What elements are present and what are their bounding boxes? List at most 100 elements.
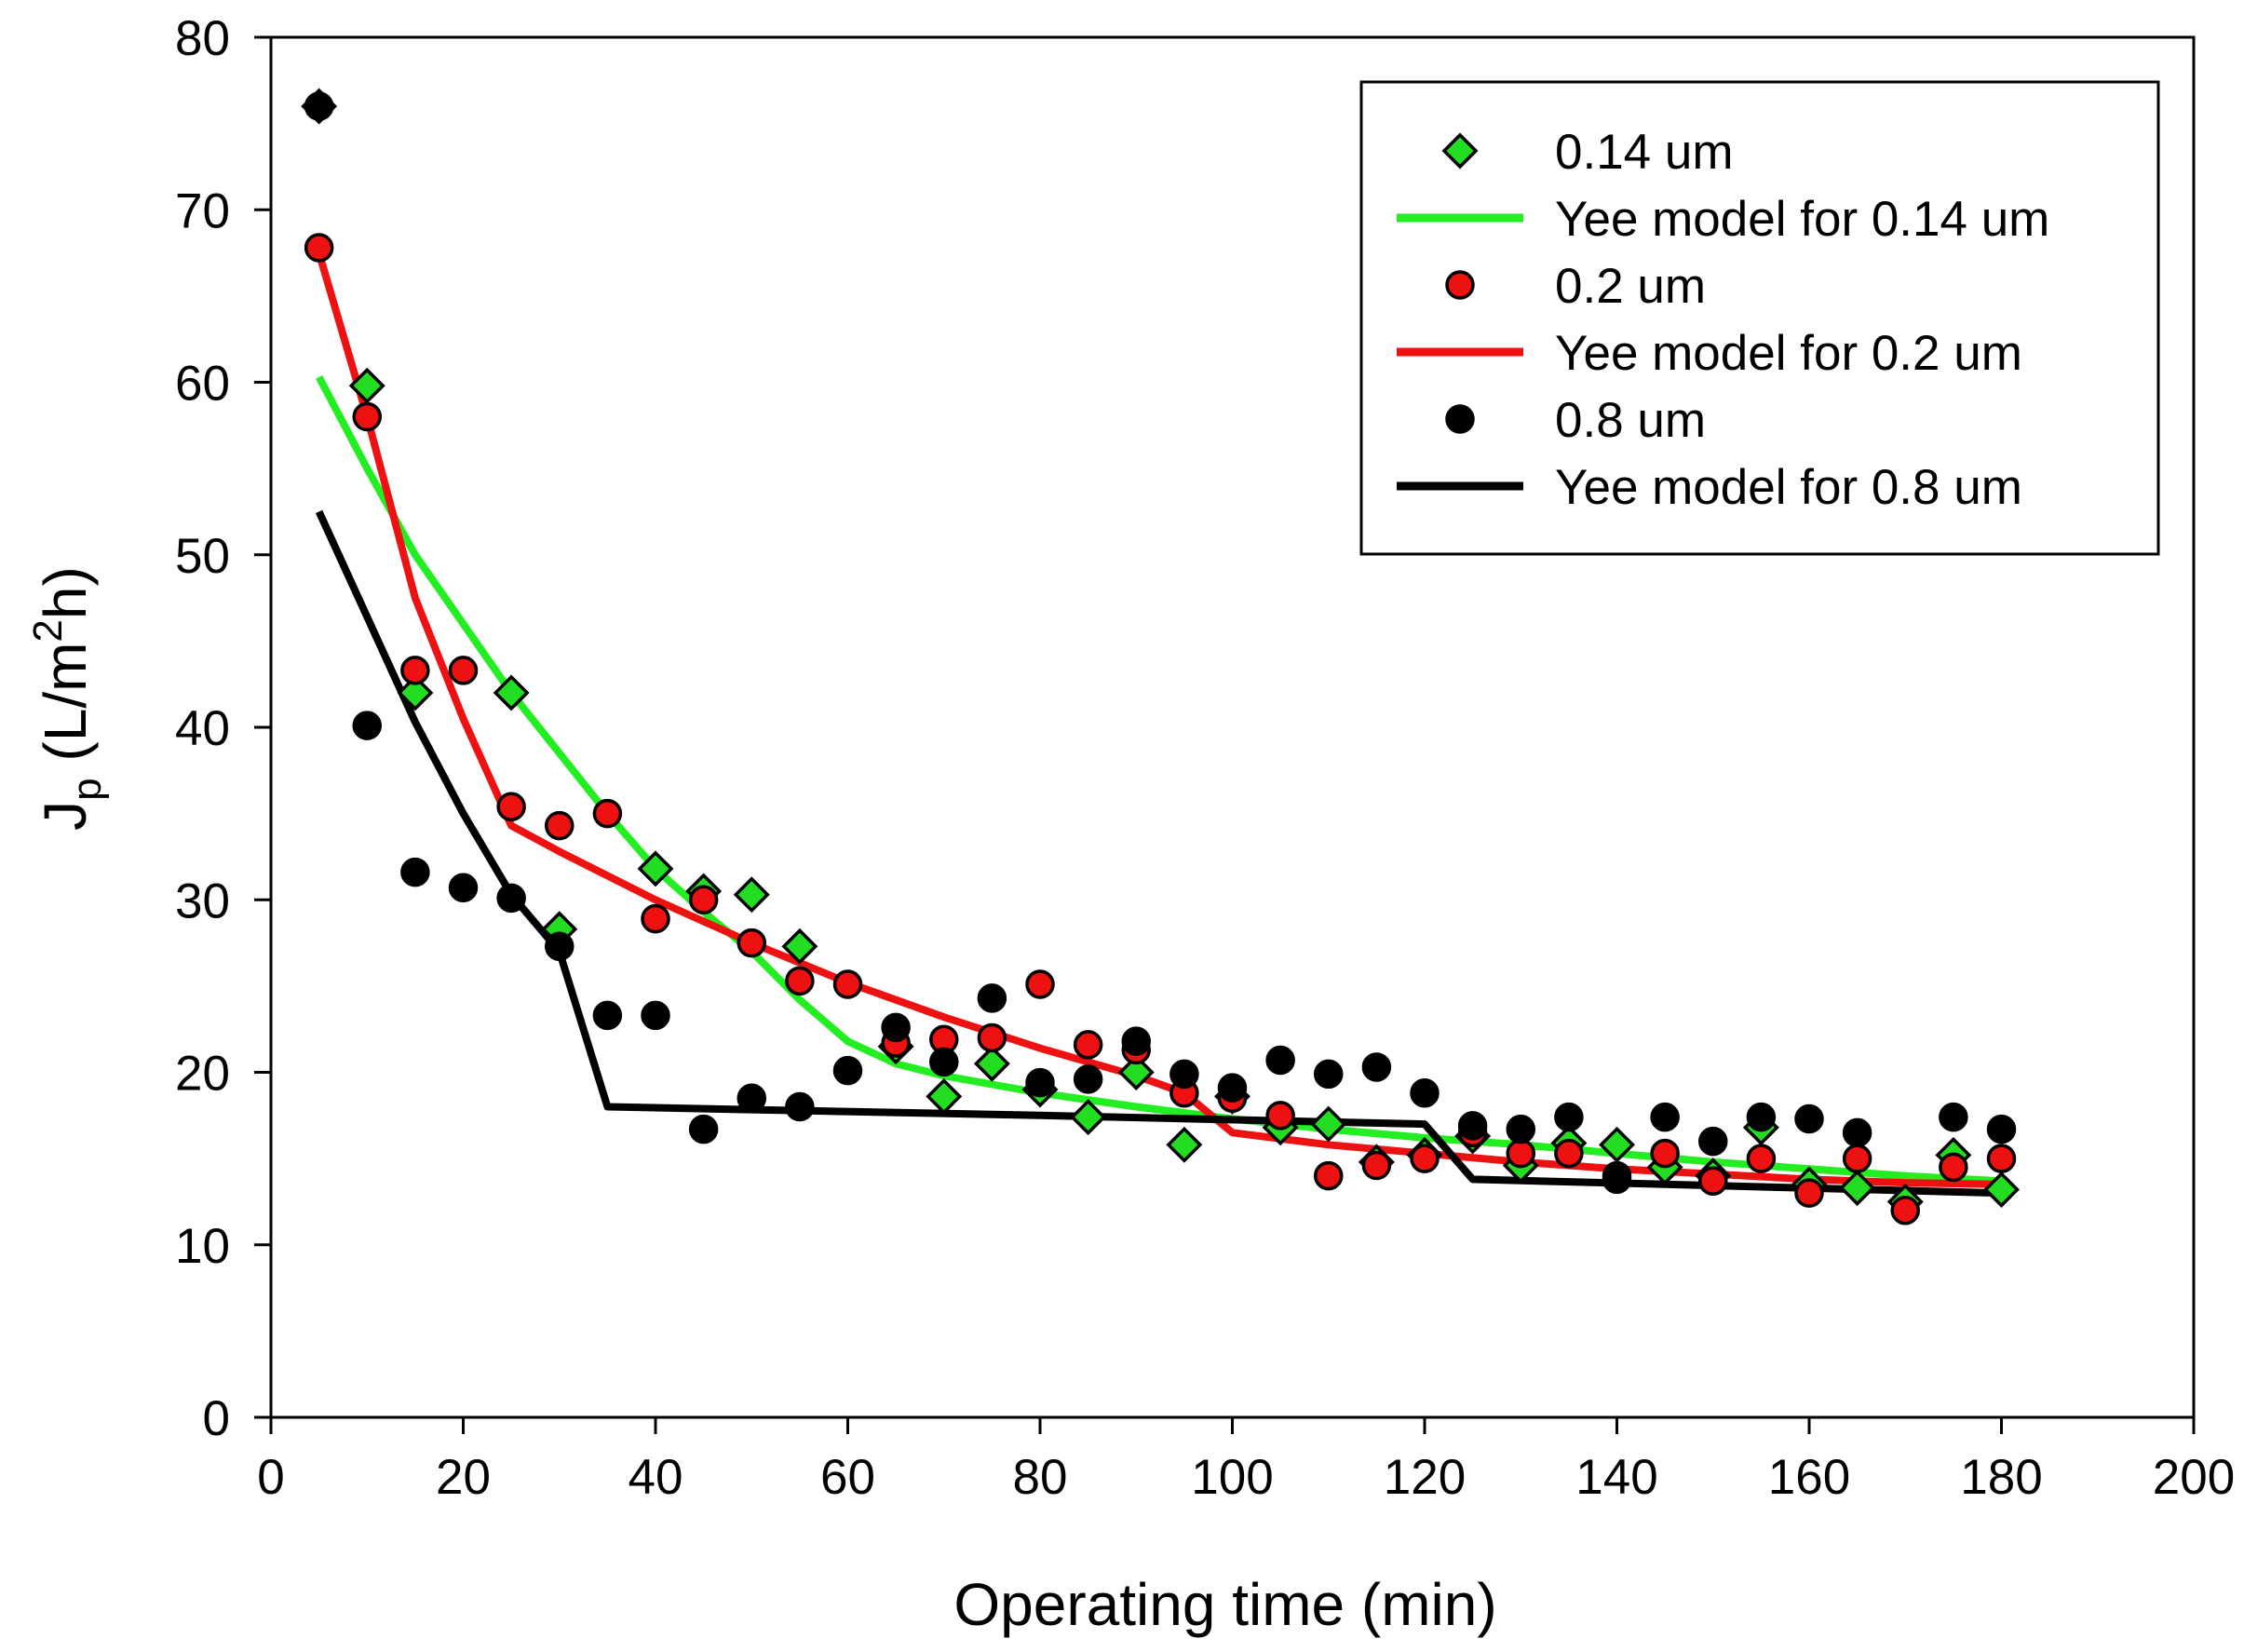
legend: 0.14 um Yee model for 0.14 um 0.2 um Yee mo… <box>1359 80 2160 556</box>
x-tick-label: 180 <box>1960 1450 2042 1505</box>
data-point-0-8-um <box>400 857 430 887</box>
data-point-0-2-um <box>785 966 815 996</box>
y-tick-label: 30 <box>175 873 230 928</box>
y-tick-label: 20 <box>175 1047 230 1102</box>
x-tick-label: 40 <box>629 1450 683 1505</box>
x-tick-label: 140 <box>1575 1450 1657 1505</box>
data-point-0-14-um <box>348 367 385 404</box>
data-point-0-8-um <box>1217 1073 1248 1103</box>
y-axis-title-main: J <box>32 801 99 831</box>
data-point-0-14-um <box>1117 1054 1155 1090</box>
data-point-0-2-um <box>352 401 382 432</box>
y-axis-title-sup: 2 <box>25 619 71 642</box>
y-axis-title-group: Jp (L/m2h) <box>25 566 110 831</box>
data-point-0-14-um <box>733 876 770 914</box>
data-point-0-8-um <box>929 1047 959 1077</box>
y-tick-label: 40 <box>175 701 230 756</box>
data-point-0-14-um <box>1310 1105 1347 1143</box>
legend-entries: 0.14 um Yee model for 0.14 um 0.2 um Yee mo… <box>1397 125 2049 515</box>
data-point-0-8-um <box>1314 1059 1344 1090</box>
x-axis-title: Operating time (min) <box>953 1571 1496 1638</box>
data-point-0-14-um <box>1983 1171 2020 1208</box>
data-point-0-8-um <box>352 711 382 740</box>
data-point-0-14-um <box>973 1045 1010 1082</box>
x-tick-label: 20 <box>436 1450 491 1505</box>
data-point-0-2-um <box>1265 1101 1295 1131</box>
x-tick-label: 100 <box>1191 1450 1273 1505</box>
data-point-0-8-um <box>1121 1026 1151 1056</box>
data-point-0-8-um <box>448 873 479 903</box>
data-point-0-2-um <box>1073 1030 1103 1060</box>
data-point-0-8-um <box>1457 1111 1488 1141</box>
data-point-0-8-um <box>881 1012 911 1043</box>
x-axis-ticks: 0 20 40 60 80 100 120 140 160 180 200 <box>257 1417 2235 1505</box>
data-point-0-8-um <box>1986 1114 2017 1144</box>
data-point-0-8-um <box>1169 1059 1199 1090</box>
data-point-0-8-um <box>1410 1077 1440 1108</box>
y-tick-label: 60 <box>175 357 230 412</box>
data-point-0-14-um <box>637 850 674 887</box>
x-tick-label: 60 <box>820 1450 875 1505</box>
y-axis-title: Jp (L/m2h) <box>25 566 110 831</box>
data-point-0-8-um <box>1506 1114 1535 1144</box>
data-point-0-8-um <box>1698 1126 1728 1157</box>
data-point-0-2-um <box>1506 1138 1535 1169</box>
data-point-0-8-um <box>1842 1117 1872 1148</box>
x-tick-label: 80 <box>1013 1450 1068 1505</box>
plot-points <box>301 88 2020 1225</box>
y-tick-label: 10 <box>175 1219 230 1274</box>
y-axis-title-unit-end: h) <box>32 566 99 619</box>
data-point-0-8-um <box>545 931 575 962</box>
data-point-0-2-um <box>1650 1138 1680 1169</box>
data-point-0-14-um <box>1166 1126 1203 1163</box>
data-point-0-14-um <box>926 1077 963 1115</box>
data-point-0-8-um <box>592 1000 623 1031</box>
data-point-0-2-um <box>688 885 719 914</box>
data-point-0-14-um <box>397 674 434 711</box>
y-tick-label: 80 <box>175 11 230 66</box>
data-point-0-2-um <box>977 1022 1007 1053</box>
data-point-0-2-um <box>304 233 334 263</box>
y-axis-title-unit: (L/m <box>32 643 99 779</box>
data-point-0-2-um <box>1314 1160 1344 1191</box>
legend-label-yee-model-for-0-8-um: Yee model for 0.8 um <box>1555 460 2022 515</box>
legend-label-0-8-um: 0.8 um <box>1555 393 1706 448</box>
data-point-0-2-um <box>1890 1195 1920 1225</box>
y-tick-label: 50 <box>175 529 230 584</box>
x-tick-label: 160 <box>1768 1450 1850 1505</box>
data-point-0-2-um <box>1746 1144 1777 1173</box>
x-tick-label: 200 <box>2153 1450 2235 1505</box>
data-point-0-8-um <box>977 983 1007 1013</box>
data-point-0-8-um <box>737 1083 766 1114</box>
legend-marker-0-14-um <box>1441 132 1479 169</box>
data-point-0-2-um <box>1554 1138 1584 1169</box>
data-point-0-2-um <box>1410 1144 1440 1173</box>
data-point-0-8-um <box>832 1055 863 1086</box>
data-point-0-2-um <box>400 656 430 685</box>
x-tick-label: 0 <box>257 1450 284 1505</box>
data-point-0-2-um <box>545 810 575 841</box>
legend-label-0-14-um: 0.14 um <box>1555 125 1734 180</box>
data-point-0-2-um <box>1361 1150 1392 1181</box>
data-point-0-14-um <box>1839 1170 1876 1207</box>
data-point-0-2-um <box>592 798 623 829</box>
data-point-0-14-um <box>1070 1099 1107 1136</box>
data-point-0-8-um <box>1554 1102 1584 1132</box>
data-point-0-2-um <box>832 969 863 999</box>
data-point-0-8-um <box>1025 1067 1055 1098</box>
data-point-0-2-um <box>641 903 670 934</box>
data-point-0-8-um <box>304 91 334 121</box>
data-point-0-2-um <box>1842 1144 1872 1173</box>
data-point-0-14-um <box>781 928 818 965</box>
data-point-0-8-um <box>1602 1164 1632 1195</box>
legend-marker-0-2-um <box>1445 270 1475 300</box>
data-point-0-2-um <box>496 792 526 821</box>
data-point-0-2-um <box>1698 1166 1728 1196</box>
y-axis-ticks: 0 10 20 30 40 50 60 70 80 <box>175 11 271 1446</box>
y-tick-label: 70 <box>175 183 230 238</box>
data-point-0-8-um <box>1746 1102 1777 1132</box>
data-point-0-14-um <box>1599 1126 1635 1163</box>
data-point-0-8-um <box>496 883 526 914</box>
legend-box <box>1359 80 2160 556</box>
data-point-0-2-um <box>448 656 479 685</box>
